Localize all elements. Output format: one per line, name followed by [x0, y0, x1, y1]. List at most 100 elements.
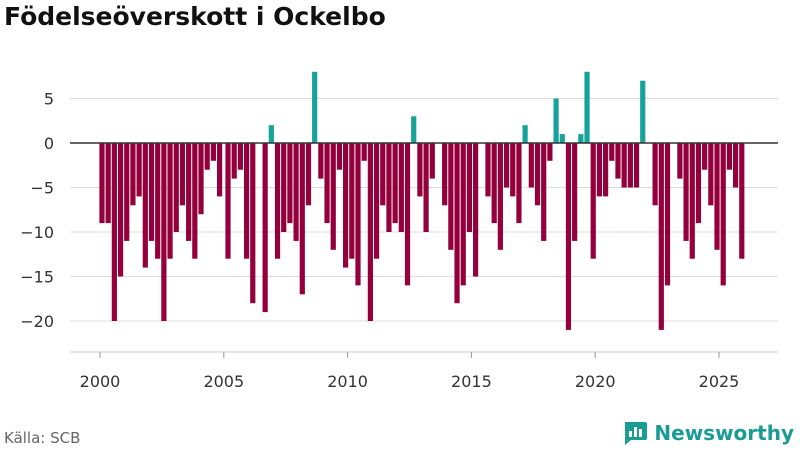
brand-logo[interactable]: Newsworthy	[622, 420, 794, 446]
brand-name: Newsworthy	[654, 421, 794, 445]
bar	[117, 143, 124, 277]
x-axis-ticks: 2000 2005 2010 2015 2020 2025	[80, 352, 740, 391]
bar	[658, 143, 664, 330]
bar	[373, 143, 380, 259]
bar	[324, 143, 330, 224]
bar	[179, 143, 186, 206]
bar	[361, 143, 367, 161]
bar	[155, 143, 161, 259]
bar	[460, 143, 466, 286]
bar	[225, 143, 231, 259]
bar	[130, 143, 136, 206]
bar	[237, 143, 243, 170]
bar	[423, 143, 429, 232]
bar	[683, 143, 689, 241]
bar	[473, 143, 479, 277]
bar	[216, 143, 223, 197]
x-tick-label: 2005	[203, 372, 244, 391]
bar	[708, 143, 714, 206]
bar	[572, 143, 578, 241]
source-label: Källa: SCB	[4, 429, 81, 447]
bar	[664, 143, 671, 286]
bar	[330, 143, 336, 250]
bar	[186, 143, 192, 241]
bar	[621, 143, 627, 188]
bar	[367, 143, 373, 321]
bar	[274, 143, 281, 259]
bar	[732, 143, 739, 188]
bar	[411, 116, 417, 143]
bar	[312, 71, 318, 143]
y-tick-label: −5	[30, 179, 54, 198]
bar	[210, 143, 217, 161]
bar	[633, 143, 640, 188]
bar	[695, 143, 702, 224]
bar	[305, 143, 312, 206]
bar	[417, 143, 423, 197]
bar	[442, 143, 448, 206]
bar	[231, 143, 237, 179]
bar	[148, 143, 155, 241]
bar	[602, 143, 609, 197]
x-tick-label: 2000	[80, 372, 121, 391]
bar	[250, 143, 256, 304]
bar	[355, 143, 361, 286]
y-axis-labels: 5 0 −5 −10 −15 −20	[20, 90, 54, 332]
bar	[299, 143, 305, 295]
bar	[720, 143, 726, 286]
bar	[99, 143, 105, 224]
bar	[516, 143, 522, 224]
bar	[124, 143, 130, 241]
bar	[392, 143, 398, 224]
bar	[485, 143, 491, 197]
bar	[491, 143, 497, 224]
bar	[167, 143, 173, 259]
bar	[111, 143, 117, 321]
bar	[204, 143, 210, 170]
bar	[243, 143, 250, 259]
bar	[652, 143, 658, 206]
bar	[609, 143, 615, 161]
bar	[528, 143, 534, 188]
bar	[105, 143, 111, 224]
bar	[522, 125, 528, 143]
bar	[136, 143, 142, 197]
bar	[287, 143, 293, 224]
y-tick-label: −10	[20, 223, 54, 242]
bar	[173, 143, 179, 232]
bar	[404, 143, 411, 286]
x-tick-label: 2015	[451, 372, 492, 391]
y-tick-label: 5	[44, 90, 54, 109]
bar	[380, 143, 386, 206]
bar	[268, 125, 274, 143]
bar	[565, 143, 572, 330]
bar	[448, 143, 454, 250]
bar	[454, 143, 460, 304]
bar	[429, 143, 435, 179]
bar	[198, 143, 204, 215]
bar	[343, 143, 349, 268]
bar	[726, 143, 732, 170]
chart-title: Födelseöverskott i Ockelbo	[4, 2, 386, 31]
bar	[689, 143, 695, 259]
bar	[466, 143, 473, 232]
y-tick-label: −20	[20, 312, 54, 331]
bar	[386, 143, 392, 232]
x-tick-label: 2025	[699, 372, 740, 391]
bar	[677, 143, 683, 179]
y-tick-label: 0	[44, 134, 54, 153]
bar	[142, 143, 148, 268]
x-tick-label: 2010	[327, 372, 368, 391]
bar	[293, 143, 299, 241]
bar	[714, 143, 720, 250]
bar	[615, 143, 621, 179]
bar	[398, 143, 404, 232]
bar	[503, 143, 510, 188]
bar	[281, 143, 287, 232]
bar	[349, 143, 355, 259]
bar	[627, 143, 633, 188]
bar	[534, 143, 541, 206]
bar	[596, 143, 603, 197]
newsworthy-icon	[625, 422, 648, 445]
